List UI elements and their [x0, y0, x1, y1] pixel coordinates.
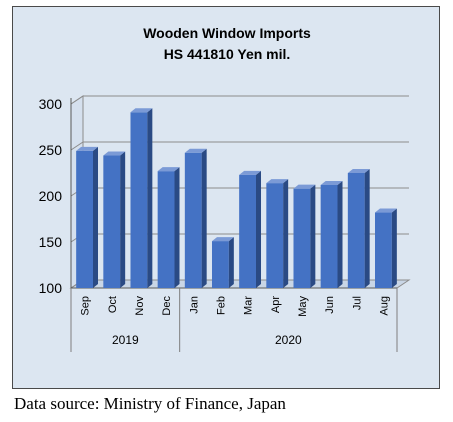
bar-top [239, 170, 262, 175]
x-tick-label: Sep [80, 296, 92, 316]
y-tick-label: 100 [39, 280, 63, 296]
bar [157, 167, 180, 288]
x-tick-label: Aug [378, 296, 390, 316]
data-source-note: Data source: Ministry of Finance, Japan [14, 394, 286, 413]
bar-side [256, 170, 262, 288]
bar-front [130, 112, 148, 288]
bar [293, 184, 316, 288]
bar-top [103, 151, 126, 156]
bar-top [293, 184, 316, 189]
bar-front [211, 241, 229, 288]
bar-top [76, 146, 99, 151]
x-tick-label: Jan [188, 296, 200, 314]
x-tick-label: Jun [324, 296, 336, 314]
bar-side [391, 208, 397, 288]
group-label: 2019 [112, 333, 139, 347]
bar-front [157, 171, 175, 288]
y-tick-label: 150 [39, 234, 63, 250]
bar [320, 180, 343, 288]
y-tick-label: 250 [39, 142, 63, 158]
bar-front [103, 155, 121, 288]
bar-side [174, 167, 180, 288]
bar [184, 148, 207, 288]
bar-top [320, 180, 343, 185]
bar-top [184, 148, 207, 153]
bar-side [283, 179, 289, 288]
bar-side [228, 237, 234, 288]
bar-chart: Wooden Window Imports HS 441810 Yen mil.… [39, 25, 411, 352]
bar-top [211, 237, 234, 242]
chart-subtitle: HS 441810 Yen mil. [164, 46, 291, 62]
bar-side [120, 151, 126, 288]
x-tick-label: Feb [215, 296, 227, 315]
bar [239, 170, 262, 288]
axes [70, 98, 398, 352]
group-label: 2020 [275, 333, 302, 347]
bar-front [184, 152, 202, 288]
bar-top [157, 167, 180, 172]
bar-top [266, 179, 289, 184]
bar [266, 179, 289, 288]
gridline [70, 141, 409, 151]
bar-front [347, 173, 365, 288]
bars [76, 108, 397, 288]
bar-top [374, 208, 397, 213]
x-tick-label: Nov [134, 296, 146, 316]
bar [347, 169, 370, 288]
x-tick-label: May [297, 296, 309, 317]
bar-side [364, 169, 370, 288]
x-tick-label: Dec [161, 296, 173, 316]
bar [103, 151, 126, 288]
chart-frame: Wooden Window Imports HS 441810 Yen mil.… [12, 6, 440, 389]
tick-labels: 100 150 200 250 300 Sep Oct Nov Dec Jan Feb Mar Apr M… [39, 96, 391, 347]
bar-front [374, 212, 392, 288]
chart-title: Wooden Window Imports [143, 25, 311, 41]
bar [211, 237, 234, 288]
bar-front [76, 150, 94, 288]
bar-top [347, 169, 370, 173]
bar-front [320, 184, 338, 288]
bar-front [266, 183, 284, 288]
bar [130, 108, 153, 288]
bar [76, 146, 99, 288]
bar-side [93, 146, 99, 288]
x-tick-label: Apr [270, 296, 282, 313]
bar-side [147, 108, 153, 288]
x-tick-label: Mar [243, 296, 255, 315]
gridline [70, 95, 409, 105]
y-tick-label: 300 [39, 96, 63, 112]
bar-front [293, 188, 311, 288]
bar [374, 208, 397, 288]
y-tick-label: 200 [39, 188, 63, 204]
x-tick-label: Oct [107, 296, 119, 313]
bar-side [337, 180, 343, 288]
bar-side [201, 148, 207, 288]
bar-side [310, 184, 316, 288]
bar-top [130, 108, 153, 113]
bar-front [239, 174, 257, 288]
x-tick-label: Jul [351, 296, 363, 310]
